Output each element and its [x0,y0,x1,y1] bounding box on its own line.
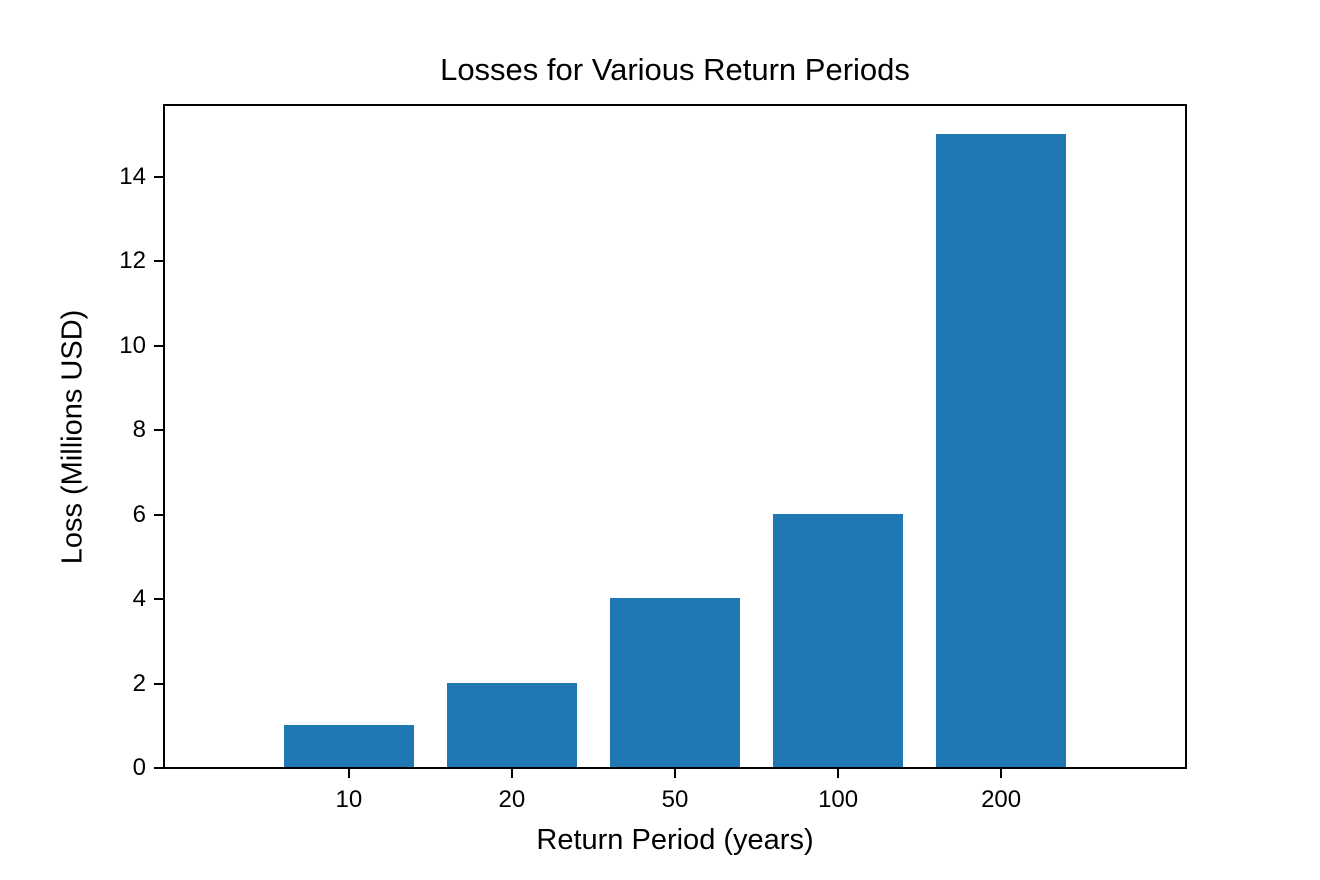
bar-50 [609,598,741,767]
y-tick-mark-4 [154,598,163,600]
bar-100 [772,514,904,767]
y-tick-label-0: 0 [132,754,146,781]
bar-200 [935,134,1067,767]
bar-10 [283,725,415,767]
x-tick-label-50: 50 [661,786,689,813]
x-axis-label: Return Period (years) [536,824,814,856]
y-tick-mark-2 [154,683,163,685]
x-tick-mark-100 [837,769,840,778]
x-tick-label-10: 10 [335,786,363,813]
y-tick-label-8: 8 [132,416,146,443]
y-tick-label-4: 4 [132,585,146,612]
y-tick-label-2: 2 [132,670,146,697]
y-tick-mark-10 [154,345,163,347]
x-tick-label-20: 20 [498,786,526,813]
x-tick-mark-50 [674,769,676,778]
y-tick-mark-12 [154,260,163,262]
y-tick-mark-0 [154,767,163,769]
y-tick-label-14: 14 [119,163,146,190]
x-tick-mark-10 [347,769,350,778]
x-tick-mark-20 [510,769,513,778]
bar-20 [446,683,578,767]
y-tick-mark-6 [154,514,163,516]
x-tick-label-100: 100 [818,786,859,813]
x-tick-label-200: 200 [981,786,1022,813]
y-tick-label-6: 6 [132,501,146,528]
x-tick-mark-200 [1000,769,1003,778]
y-tick-label-12: 12 [119,247,146,274]
y-tick-label-10: 10 [119,332,146,359]
y-tick-mark-14 [154,176,163,178]
chart-title: Losses for Various Return Periods [440,52,910,87]
y-tick-mark-8 [154,429,163,431]
